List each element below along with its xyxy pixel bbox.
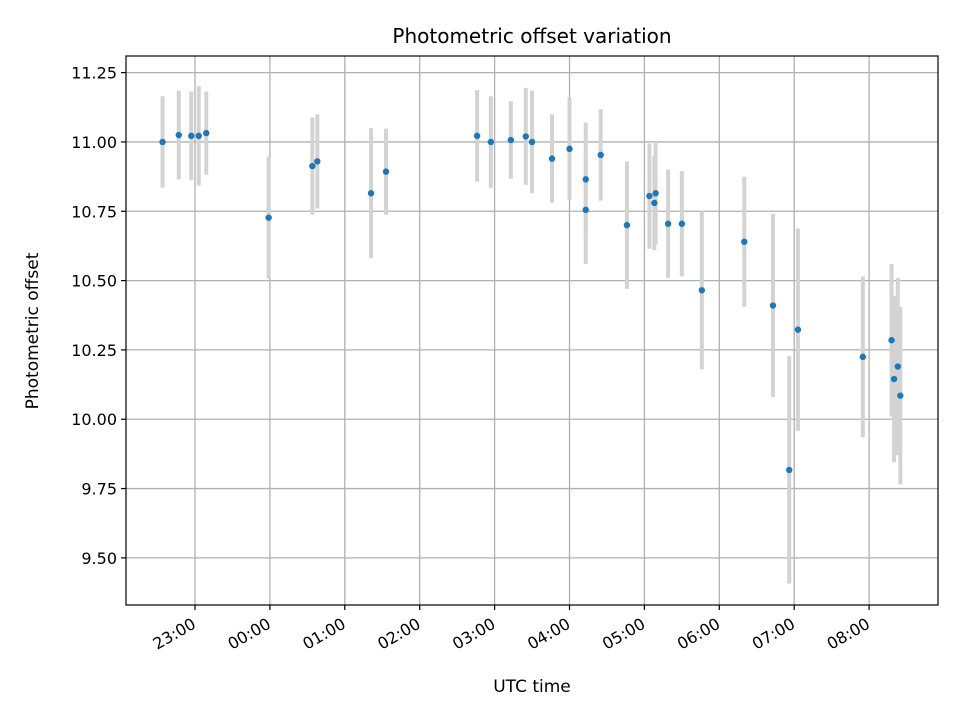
y-axis-label: Photometric offset (23, 252, 43, 409)
data-point (265, 214, 272, 221)
data-point (548, 155, 556, 162)
chart-title: Photometric offset variation (392, 24, 671, 48)
data-point (203, 129, 210, 137)
x-tick-label: 06:00 (674, 614, 723, 654)
data-points (159, 129, 904, 474)
data-point (314, 158, 321, 165)
x-tick-label: 02:00 (374, 614, 423, 654)
data-point (188, 132, 195, 140)
data-point (698, 287, 706, 294)
y-tick-label: 10.75 (71, 202, 117, 221)
x-axis-ticks: 23:00 00:00 01:00 02:00 03:00 04:00 05:00 06:00… (150, 605, 873, 654)
y-axis-ticks: 9.50 9.75 10.00 10.25 10.50 10.75 11.00 11.25 (71, 64, 126, 568)
error-bars (160, 85, 903, 584)
y-tick-label: 10.25 (71, 341, 117, 360)
data-point (646, 192, 653, 200)
x-tick-label: 04:00 (524, 614, 573, 654)
data-point (582, 206, 589, 214)
data-point (859, 353, 867, 361)
data-point (566, 145, 573, 153)
data-point (473, 132, 481, 140)
data-point (175, 131, 182, 139)
data-point (786, 466, 793, 474)
x-tick-label: 05:00 (599, 614, 648, 654)
data-point (623, 221, 631, 229)
data-point (769, 302, 777, 309)
y-tick-label: 9.50 (81, 549, 117, 568)
data-point (794, 326, 802, 333)
x-tick-label: 03:00 (449, 614, 498, 654)
data-point (678, 220, 686, 227)
y-tick-label: 11.25 (71, 64, 117, 83)
plot-area-frame (125, 55, 939, 606)
x-tick-label: 01:00 (299, 614, 348, 654)
data-point (507, 136, 515, 144)
y-tick-label: 10.00 (71, 410, 117, 429)
data-point (309, 162, 316, 170)
x-tick-label: 00:00 (224, 614, 273, 654)
data-point (652, 190, 659, 197)
y-tick-label: 9.75 (81, 480, 117, 499)
data-point (582, 176, 589, 183)
data-point (597, 151, 604, 159)
data-point (888, 337, 895, 344)
data-point (897, 392, 904, 399)
y-tick-label: 10.50 (71, 272, 117, 291)
x-tick-label: 07:00 (749, 614, 798, 654)
data-point (664, 220, 672, 227)
data-point (528, 138, 536, 146)
x-tick-label: 08:00 (824, 614, 873, 654)
data-point (522, 133, 530, 140)
data-point (382, 168, 390, 175)
data-point (367, 190, 375, 197)
data-point (890, 375, 898, 383)
y-tick-label: 11.00 (71, 133, 117, 152)
x-tick-label: 23:00 (150, 614, 199, 654)
data-point (741, 238, 748, 245)
data-point (159, 138, 166, 146)
x-axis-label: UTC time (493, 677, 571, 697)
data-point (487, 138, 495, 146)
data-point (894, 363, 902, 370)
data-point (651, 199, 658, 207)
data-point (195, 132, 202, 140)
